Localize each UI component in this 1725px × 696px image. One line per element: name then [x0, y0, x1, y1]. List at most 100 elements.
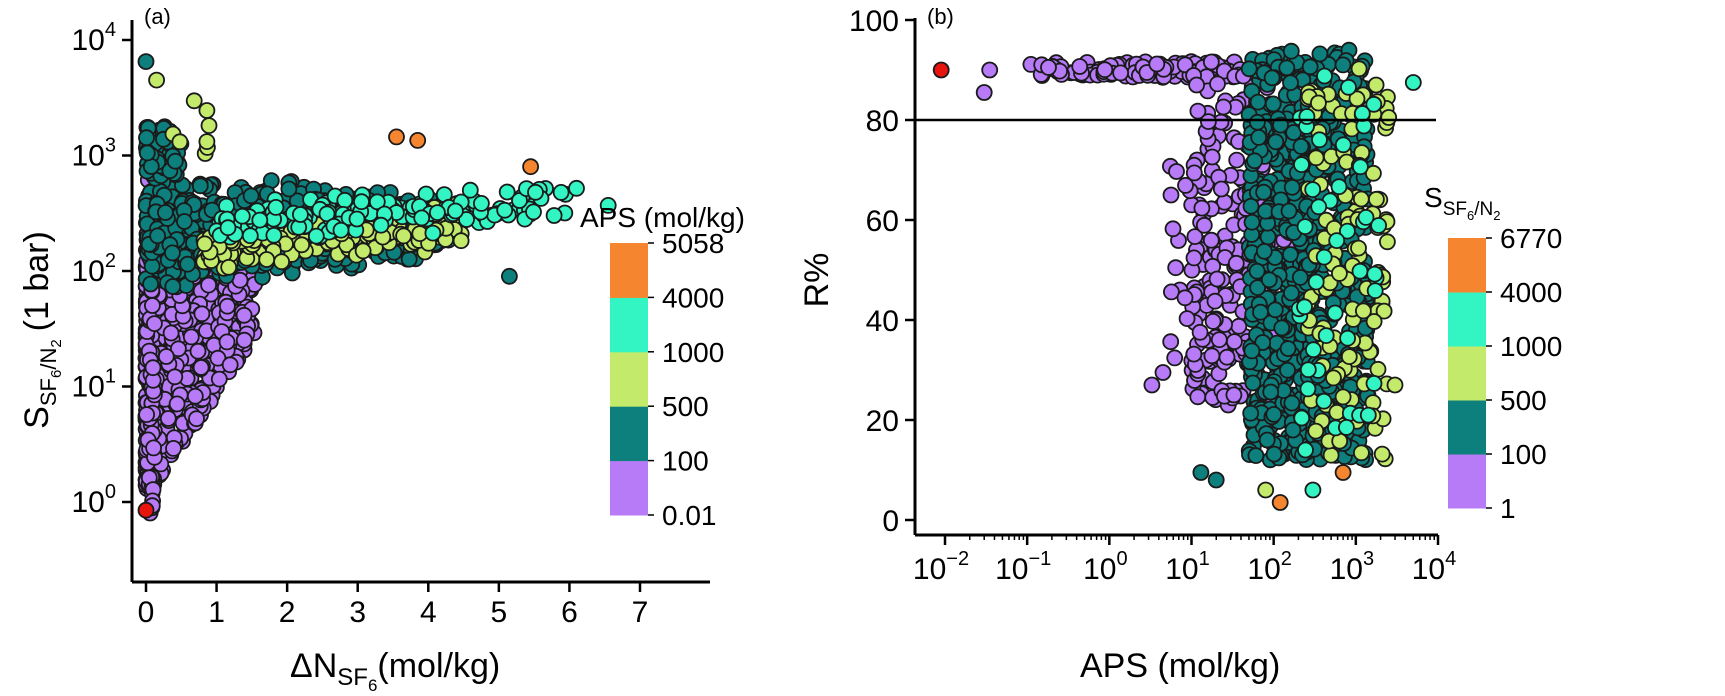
panel-b-data-point [1322, 446, 1340, 464]
panel-a-y-tick-label: 104 [72, 19, 117, 57]
panel-a-data-point [200, 117, 218, 134]
panel-b-scatter: 10−2 10−1 100 101 102 103 104 0 20 40 60 80 100 (b)… [798, 4, 1562, 685]
panel-a-data-point [138, 129, 155, 147]
panel-b-data-point [1257, 481, 1275, 499]
panel-b-data-point [1191, 323, 1209, 341]
panel-a-data-point [218, 297, 236, 315]
panel-b-data-point [1315, 392, 1333, 410]
panel-b-data-point [1359, 406, 1377, 424]
panel-a-data-point [221, 356, 239, 374]
panel-b-data-point [1367, 76, 1385, 94]
panel-a-data-point [200, 276, 218, 294]
panel-b-data-point [975, 84, 993, 101]
panel-a-colorbar-tick-label: 0.01 [662, 500, 717, 531]
panel-b-data-point [1112, 64, 1129, 82]
panel-a-y-tick-label: 102 [72, 250, 117, 288]
panel-b-data-point [1352, 158, 1369, 176]
panel-b-data-point [1176, 289, 1194, 307]
panel-b-data-point [1185, 345, 1203, 363]
panel-a-points [137, 92, 574, 522]
panel-b-colorbar-segment [1448, 238, 1486, 293]
panel-b-data-point [1071, 58, 1089, 75]
panel-a-data-point [552, 183, 570, 201]
panel-a-data-point [156, 204, 174, 221]
panel-a-data-point [157, 348, 175, 365]
panel-b-data-point [1299, 380, 1317, 398]
panel-a-x-tick-label: 2 [279, 596, 296, 629]
panel-a-data-point [545, 207, 563, 224]
panel-b-data-point [1273, 319, 1291, 337]
panel-a-data-point [496, 201, 514, 219]
panel-b-data-point [1282, 42, 1300, 60]
panel-a-data-point [220, 258, 238, 276]
panel-b-data-point [1143, 376, 1161, 394]
panel-b-data-point [1040, 59, 1057, 76]
panel-a-data-point [137, 53, 155, 70]
panel-b-data-point [1339, 329, 1356, 347]
panel-b-data-point [1218, 348, 1236, 366]
panel-b-colorbar-segment [1448, 292, 1486, 347]
panel-b-data-point [1304, 181, 1322, 199]
panel-a-data-point [265, 226, 283, 244]
panel-a-data-point [242, 187, 260, 205]
panel-a-data-point [219, 219, 237, 237]
panel-a-data-point [500, 267, 518, 285]
panel-b-data-point [1404, 74, 1422, 91]
panel-a-data-point [142, 158, 160, 175]
panel-b-data-point [1271, 494, 1289, 511]
panel-a-data-point [162, 324, 180, 342]
panel-b-data-point [1307, 422, 1325, 440]
panel-a-scatter: 0 1 2 3 4 5 6 7 100 101 102 103 104 (a) ΔNSF6(mol/k… [18, 4, 745, 695]
panel-a-data-point [400, 250, 418, 268]
panel-a-data-point [452, 232, 470, 250]
panel-a-colorbar-segment [610, 297, 648, 353]
panel-b-y-tick-label: 40 [866, 305, 899, 338]
panel-b-data-point [981, 61, 999, 79]
panel-b-x-axis-label: APS (mol/kg) [1080, 647, 1280, 685]
panel-a-colorbar-tick-label: 1000 [662, 337, 724, 368]
panel-b-data-point [1278, 59, 1296, 77]
panel-b-data-point [1259, 228, 1277, 246]
panel-b-data-point [1328, 232, 1346, 250]
panel-a-data-point [251, 211, 269, 229]
panel-b-data-point [1202, 53, 1220, 71]
panel-a-data-point [148, 71, 166, 89]
panel-a-data-point [527, 183, 544, 201]
panel-b-data-point [1355, 302, 1372, 320]
panel-a-data-point [198, 102, 216, 119]
panel-b-data-point [1208, 270, 1226, 288]
panel-a-data-point [144, 359, 162, 377]
panel-a-data-point [168, 395, 186, 413]
panel-b-data-point [1283, 394, 1301, 412]
panel-b-data-point [1240, 60, 1258, 78]
panel-b-data-point [1293, 156, 1310, 174]
panel-b-data-point [1307, 273, 1325, 291]
panel-a-x-tick-label: 0 [138, 596, 155, 629]
panel-b-data-point [1340, 78, 1357, 96]
panel-a-data-point [235, 306, 253, 324]
panel-b-data-point [1200, 113, 1217, 130]
panel-b-data-point [1262, 383, 1280, 401]
panel-a-data-point [179, 255, 197, 273]
panel-b-data-point [1167, 259, 1185, 277]
panel-a-data-point [138, 144, 156, 162]
panel-b-data-point [1265, 445, 1283, 463]
panel-b-data-point [1283, 178, 1301, 196]
panel-a-data-point [198, 133, 216, 151]
panel-b-data-point [1206, 292, 1224, 310]
panel-b-data-point [1242, 404, 1260, 422]
panel-b-y-tick-label: 60 [866, 205, 899, 238]
panel-b-x-tick-label: 103 [1330, 548, 1375, 586]
panel-b-data-point [1366, 265, 1384, 283]
panel-b-data-point [1247, 447, 1265, 465]
panel-b-highlight-point [932, 61, 950, 79]
panel-a-data-point [428, 204, 446, 222]
panel-a-data-point [165, 439, 182, 457]
panel-b-colorbar-tick-label: 4000 [1500, 277, 1562, 308]
panel-b-data-point [1177, 176, 1194, 194]
panel-a-data-point [354, 242, 372, 260]
panel-a-data-point [233, 207, 251, 225]
panel-b-data-point [1212, 180, 1230, 198]
panel-b-data-point [1298, 108, 1316, 125]
